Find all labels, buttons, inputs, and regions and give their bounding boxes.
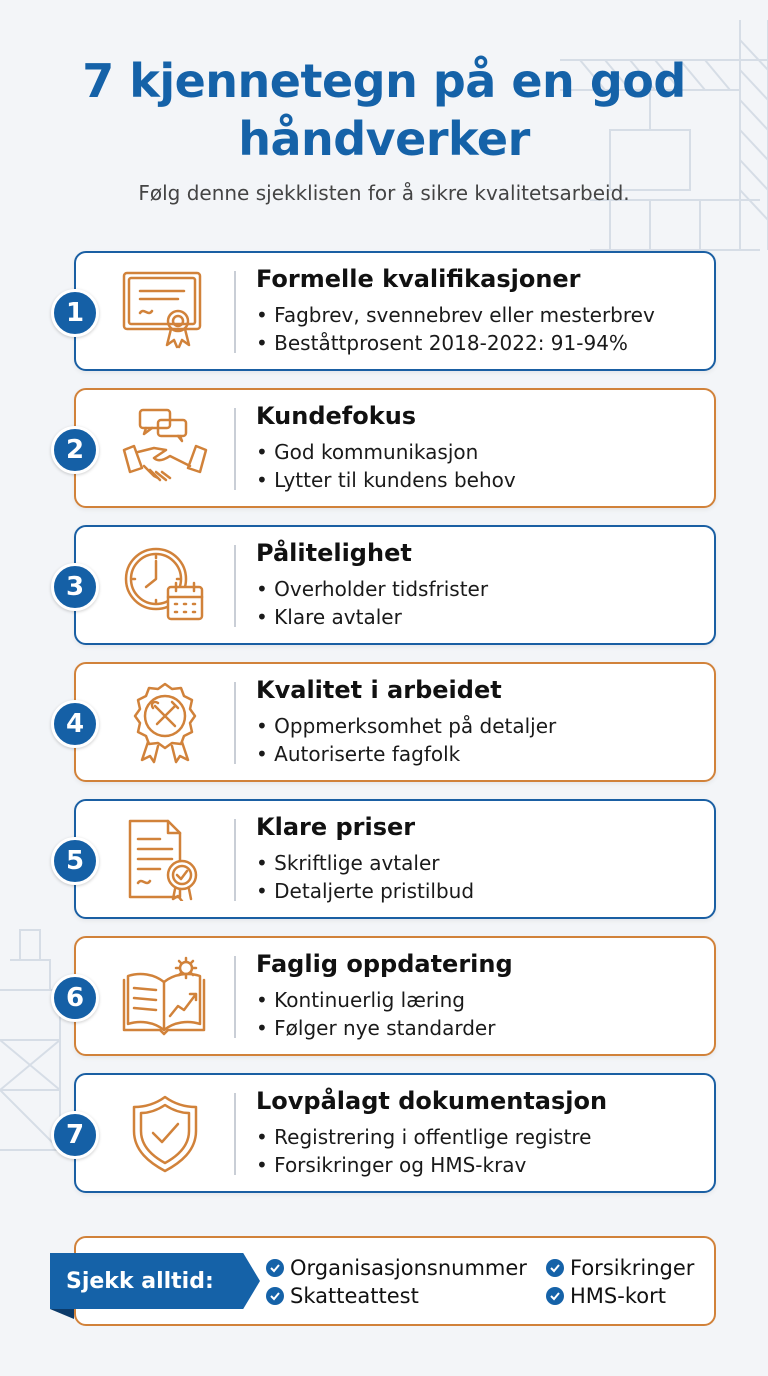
bullet-item: Skriftlige avtaler xyxy=(256,849,474,877)
card-divider xyxy=(234,819,236,901)
step-number-3: 3 xyxy=(51,563,99,611)
step-number-6: 6 xyxy=(51,974,99,1022)
check-item-label: HMS-kort xyxy=(570,1284,666,1308)
shield-check-icon xyxy=(132,1095,198,1173)
bullet-item: Forsikringer og HMS-krav xyxy=(256,1151,591,1179)
check-item-insurance: Forsikringer xyxy=(546,1256,694,1280)
ribbon-fold xyxy=(50,1309,74,1319)
bullet-item: Oppmerksomhet på detaljer xyxy=(256,712,556,740)
check-item-org-number: Organisasjonsnummer xyxy=(266,1256,527,1280)
card-legal-documentation: Lovpålagt dokumentasjon Registrering i o… xyxy=(74,1073,716,1193)
card-bullets: Overholder tidsfrister Klare avtaler xyxy=(256,575,488,631)
bullet-item: Lytter til kundens behov xyxy=(256,466,516,494)
card-clear-prices: Klare priser Skriftlige avtaler Detaljer… xyxy=(74,799,716,919)
card-heading: Lovpålagt dokumentasjon xyxy=(256,1087,608,1115)
bullet-item: Beståttprosent 2018-2022: 91-94% xyxy=(256,329,655,357)
step-number-1: 1 xyxy=(51,289,99,337)
card-heading: Pålitelighet xyxy=(256,539,412,567)
clock-calendar-icon xyxy=(124,547,204,621)
page-subtitle: Følg denne sjekklisten for å sikre kvali… xyxy=(138,181,630,205)
check-icon xyxy=(266,1287,284,1305)
card-bullets: Skriftlige avtaler Detaljerte pristilbud xyxy=(256,849,474,905)
document-seal-icon xyxy=(128,819,198,901)
card-bullets: Registrering i offentlige registre Forsi… xyxy=(256,1123,591,1179)
card-divider xyxy=(234,1093,236,1175)
card-divider xyxy=(234,682,236,764)
bullet-item: Detaljerte pristilbud xyxy=(256,877,474,905)
card-bullets: Kontinuerlig læring Følger nye standarde… xyxy=(256,986,495,1042)
bullet-item: Fagbrev, svennebrev eller mesterbrev xyxy=(256,301,655,329)
card-professional-updating: Faglig oppdatering Kontinuerlig læring F… xyxy=(74,936,716,1056)
step-number-4: 4 xyxy=(51,700,99,748)
bullet-item: Autoriserte fagfolk xyxy=(256,740,556,768)
bullet-item: Registrering i offentlige registre xyxy=(256,1123,591,1151)
card-bullets: Fagbrev, svennebrev eller mesterbrev Bes… xyxy=(256,301,655,357)
bullet-item: God kommunikasjon xyxy=(256,438,516,466)
check-item-tax-certificate: Skatteattest xyxy=(266,1284,419,1308)
book-growth-icon xyxy=(122,956,206,1036)
card-customer-focus: Kundefokus God kommunikasjon Lytter til … xyxy=(74,388,716,508)
check-item-label: Organisasjonsnummer xyxy=(290,1256,527,1280)
card-divider xyxy=(234,271,236,353)
check-item-label: Skatteattest xyxy=(290,1284,419,1308)
step-number-7: 7 xyxy=(51,1111,99,1159)
card-bullets: God kommunikasjon Lytter til kundens beh… xyxy=(256,438,516,494)
card-reliability: Pålitelighet Overholder tidsfrister Klar… xyxy=(74,525,716,645)
page-title: 7 kjennetegn på en god håndverker xyxy=(82,54,686,166)
check-item-label: Forsikringer xyxy=(570,1256,695,1280)
card-heading: Faglig oppdatering xyxy=(256,950,513,978)
card-bullets: Oppmerksomhet på detaljer Autoriserte fa… xyxy=(256,712,556,768)
card-divider xyxy=(234,408,236,490)
card-heading: Kundefokus xyxy=(256,402,417,430)
card-heading: Formelle kvalifikasjoner xyxy=(256,265,581,293)
check-item-hms-card: HMS-kort xyxy=(546,1284,666,1308)
step-number-5: 5 xyxy=(51,837,99,885)
card-heading: Kvalitet i arbeidet xyxy=(256,676,502,704)
handshake-icon xyxy=(122,408,208,482)
card-divider xyxy=(234,545,236,627)
check-icon xyxy=(546,1259,564,1277)
card-heading: Klare priser xyxy=(256,813,416,841)
bullet-item: Klare avtaler xyxy=(256,603,488,631)
card-formal-qualifications: Formelle kvalifikasjoner Fagbrev, svenne… xyxy=(74,251,716,371)
check-icon xyxy=(266,1259,284,1277)
certificate-icon xyxy=(122,271,202,349)
bullet-item: Overholder tidsfrister xyxy=(256,575,488,603)
always-check-label: Sjekk alltid: xyxy=(50,1253,260,1309)
step-number-2: 2 xyxy=(51,426,99,474)
card-divider xyxy=(234,956,236,1038)
card-work-quality: Kvalitet i arbeidet Oppmerksomhet på det… xyxy=(74,662,716,782)
bullet-item: Følger nye standarder xyxy=(256,1014,495,1042)
bullet-item: Kontinuerlig læring xyxy=(256,986,495,1014)
tools-badge-icon xyxy=(133,682,197,764)
check-icon xyxy=(546,1287,564,1305)
